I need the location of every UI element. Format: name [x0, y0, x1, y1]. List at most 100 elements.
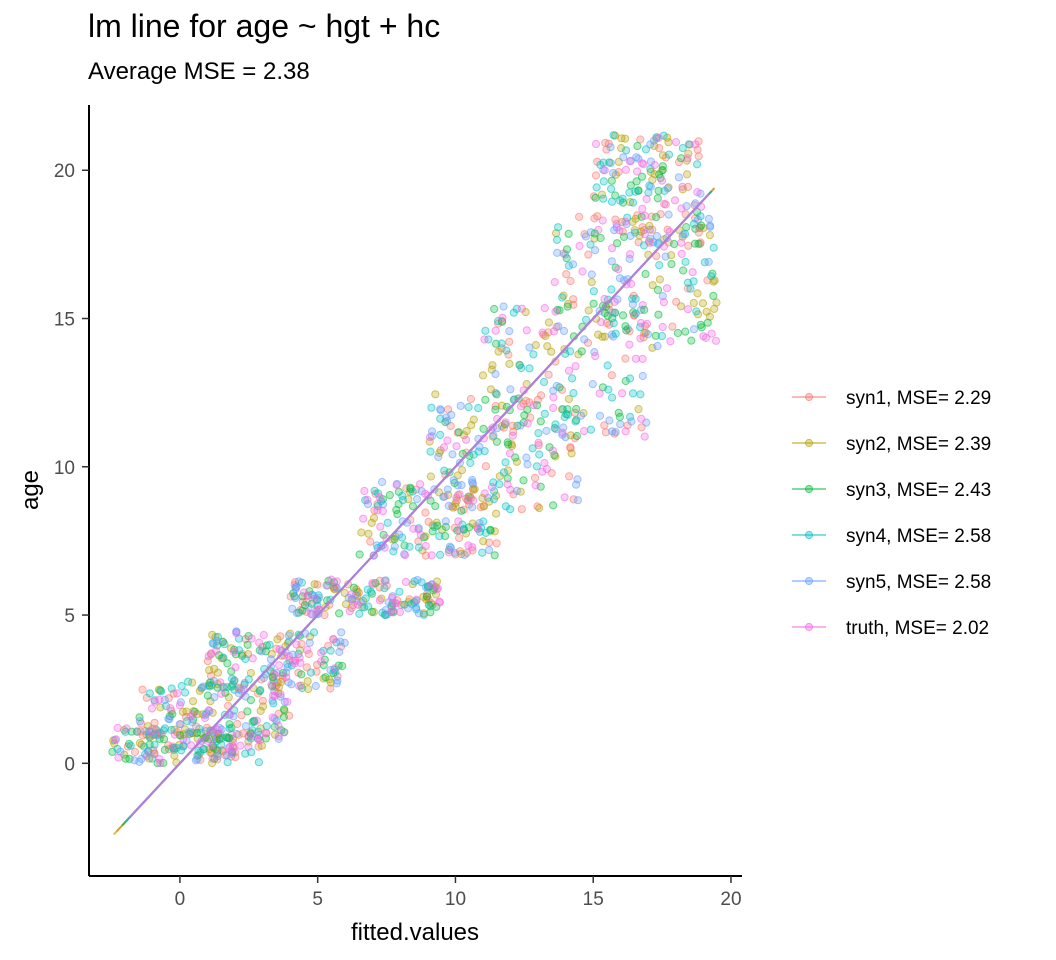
data-point: [332, 577, 341, 586]
data-point: [506, 385, 515, 394]
data-point: [628, 198, 638, 207]
data-point: [159, 735, 169, 744]
data-point: [302, 663, 311, 672]
data-point: [145, 689, 154, 698]
data-point: [426, 602, 435, 611]
data-point: [641, 269, 650, 279]
data-point: [335, 647, 344, 657]
data-point: [550, 278, 559, 287]
data-point: [540, 458, 549, 468]
data-point: [602, 145, 611, 154]
legend-key-point: [804, 530, 814, 540]
data-point: [658, 162, 667, 171]
data-point: [404, 604, 413, 613]
data-point: [606, 158, 615, 168]
data-point: [662, 284, 672, 293]
data-point: [687, 336, 696, 345]
data-point: [600, 294, 609, 304]
data-point: [436, 550, 445, 559]
data-point: [135, 717, 145, 726]
data-point: [558, 293, 567, 302]
data-point: [628, 389, 638, 398]
data-point: [279, 705, 289, 714]
data-point: [441, 517, 450, 526]
data-point: [566, 347, 575, 356]
data-point: [615, 274, 625, 283]
data-point: [589, 299, 598, 308]
data-point: [611, 329, 620, 338]
data-point: [554, 223, 563, 232]
data-point: [678, 144, 687, 153]
data-point: [275, 661, 284, 670]
data-point: [455, 533, 464, 543]
data-point: [212, 637, 221, 646]
data-point: [313, 580, 322, 589]
data-point: [645, 221, 654, 230]
data-point: [311, 681, 320, 691]
data-point: [266, 655, 275, 664]
data-point: [488, 361, 497, 370]
data-point: [508, 421, 517, 430]
data-point: [427, 580, 436, 589]
data-point: [317, 648, 326, 657]
data-point: [279, 713, 288, 722]
data-point: [480, 447, 489, 456]
data-point: [658, 322, 667, 332]
data-point: [682, 170, 692, 179]
data-point: [268, 713, 277, 722]
data-point: [237, 711, 246, 720]
data-point: [591, 352, 600, 361]
data-point: [673, 328, 683, 338]
data-point: [413, 495, 422, 504]
data-point: [464, 402, 473, 412]
data-point: [712, 298, 721, 307]
data-point: [531, 481, 540, 490]
data-point: [481, 462, 490, 471]
data-point: [576, 411, 586, 420]
data-point: [504, 440, 513, 449]
data-point: [637, 423, 646, 432]
data-point: [485, 546, 494, 555]
data-point: [709, 243, 718, 252]
data-point: [655, 275, 665, 284]
data-point: [577, 347, 586, 356]
data-point: [640, 230, 649, 239]
data-point: [626, 231, 635, 240]
data-point: [228, 680, 237, 689]
data-point: [504, 350, 513, 359]
data-point: [640, 305, 649, 314]
data-point: [330, 664, 339, 673]
data-point: [660, 199, 669, 209]
data-point: [232, 629, 241, 638]
data-point: [571, 417, 580, 426]
data-point: [203, 691, 212, 700]
data-point: [517, 505, 526, 514]
points-layer: [108, 131, 721, 768]
x-tick-label: 20: [720, 889, 741, 910]
legend-key-point: [804, 438, 814, 448]
data-point: [398, 496, 407, 505]
data-point: [679, 230, 688, 239]
data-point: [347, 590, 356, 599]
data-point: [558, 405, 568, 414]
data-point: [568, 374, 577, 383]
data-point: [505, 337, 514, 346]
data-point: [370, 486, 379, 495]
data-point: [625, 374, 635, 383]
data-point: [248, 654, 257, 663]
data-point: [229, 647, 238, 657]
data-point: [560, 493, 569, 502]
legend: syn1, MSE= 2.29 syn2, MSE= 2.39 syn3, MSE=…: [792, 388, 991, 639]
data-point: [607, 197, 617, 206]
data-point: [709, 291, 718, 300]
data-point: [282, 673, 291, 682]
data-point: [136, 727, 145, 736]
data-point: [192, 729, 201, 738]
data-point: [552, 235, 562, 244]
data-point: [693, 188, 702, 197]
data-point: [637, 172, 647, 181]
data-point: [707, 329, 716, 338]
data-point: [501, 502, 510, 511]
data-point: [220, 640, 229, 649]
data-point: [367, 607, 377, 617]
